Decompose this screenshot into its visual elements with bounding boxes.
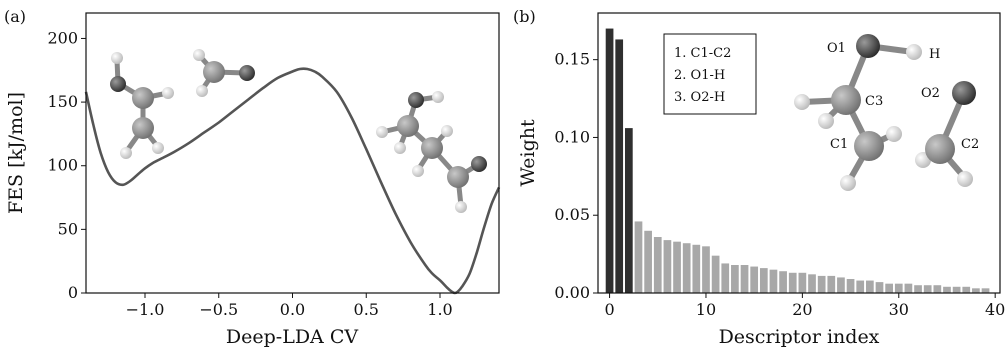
molecule-left-atoms <box>110 52 174 159</box>
weight-bar <box>827 275 836 293</box>
weight-x-tick-label: 10 <box>696 300 716 319</box>
weight-bar <box>759 268 768 293</box>
weight-bar <box>779 271 787 293</box>
panel-b-label: (b) <box>513 7 536 26</box>
weight-bar <box>817 275 826 293</box>
atom-label-c2: C2 <box>961 137 979 152</box>
atom-label-o1: O1 <box>827 41 846 56</box>
weight-bar <box>721 263 730 293</box>
weight-bar <box>894 283 903 293</box>
weight-x-tick-label: 20 <box>792 300 812 319</box>
weight-bar <box>769 269 778 293</box>
weight-bar <box>740 265 749 293</box>
fes-axes-frame <box>85 12 500 294</box>
weight-y-tick-label: 0.10 <box>554 127 590 146</box>
fes-x-tick-label: 0.0 <box>280 300 305 319</box>
weight-x-axis-label: Descriptor index <box>719 326 880 347</box>
fes-y-tick-label: 0 <box>68 283 78 302</box>
legend-item-2: 2. O1-H <box>674 68 725 83</box>
weight-bar <box>875 282 884 293</box>
descriptor-legend: 1. C1-C2 2. O1-H 3. O2-H <box>663 33 757 115</box>
fes-y-tick-label: 50 <box>58 219 78 238</box>
weight-axes-frame <box>597 12 1001 294</box>
weight-bar <box>711 255 720 293</box>
weight-bar <box>731 265 739 293</box>
fes-x-tick-label: −0.5 <box>199 300 238 319</box>
weight-bar <box>682 243 691 293</box>
weight-x-tick-label: 40 <box>985 300 1005 319</box>
weight-bar <box>933 285 942 293</box>
fes-y-tick-label: 200 <box>47 28 78 47</box>
weight-bar <box>653 237 662 293</box>
weight-bar <box>798 272 807 293</box>
atom-label-c1: C1 <box>830 137 848 152</box>
weight-bars <box>605 28 990 294</box>
weight-bar <box>981 288 990 293</box>
atom-label-h: H <box>929 47 940 62</box>
weight-y-tick-label: 0.15 <box>554 50 590 69</box>
weight-y-tick-label: 0.00 <box>554 283 590 302</box>
weight-bar-chart: 0.00 0.05 0.10 0.15 0 10 20 30 40 Weight Descri… <box>517 12 1005 347</box>
fes-x-tick-label: 1.0 <box>427 300 452 319</box>
weight-bar <box>605 28 614 294</box>
fes-y-axis-label: FES [kJ/mol] <box>5 92 27 214</box>
weight-bar <box>788 272 797 293</box>
weight-bar <box>673 241 681 293</box>
fes-x-tick-label: −1.0 <box>126 300 165 319</box>
weight-y-axis-label: Weight <box>517 119 539 187</box>
atom-label-o2: O2 <box>921 86 940 101</box>
labelled-molecule-atoms <box>794 34 976 191</box>
weight-bar <box>923 285 932 293</box>
weight-x-tick-label: 0 <box>604 300 614 319</box>
weight-bar <box>644 230 652 293</box>
weight-bar <box>866 280 874 293</box>
fes-chart: 0 50 100 150 200 −1.0 −0.5 0.0 0.5 1.0 FES [kJ/m… <box>5 12 501 347</box>
descriptor-legend-box <box>663 33 757 115</box>
weight-bar <box>972 288 980 293</box>
fes-x-axis-label: Deep-LDA CV <box>226 326 358 347</box>
fes-y-tick-label: 150 <box>47 92 78 111</box>
weight-bar <box>702 246 710 293</box>
weight-bar <box>750 266 759 293</box>
molecule-right-atoms <box>376 91 487 213</box>
weight-x-tick-label: 30 <box>889 300 909 319</box>
weight-bar <box>914 285 922 293</box>
legend-item-1: 1. C1-C2 <box>674 46 731 61</box>
weight-bar <box>962 286 971 293</box>
weight-bar <box>808 274 816 293</box>
weight-bar <box>837 277 845 293</box>
weight-x-ticks: 0 10 20 30 40 <box>604 293 1005 319</box>
weight-bar <box>885 283 893 293</box>
weight-bar <box>624 128 633 293</box>
weight-bar <box>856 280 865 293</box>
weight-bar <box>904 283 913 293</box>
atom-label-c3: C3 <box>865 94 883 109</box>
weight-y-ticks: 0.00 0.05 0.10 0.15 <box>554 50 598 302</box>
fes-y-tick-label: 100 <box>47 156 78 175</box>
weight-y-tick-label: 0.05 <box>554 205 590 224</box>
weight-bar <box>692 244 701 293</box>
fes-y-ticks: 0 50 100 150 200 <box>47 28 86 302</box>
panel-a-label: (a) <box>4 7 26 26</box>
weight-bar <box>615 39 624 293</box>
legend-item-3: 3. O2-H <box>674 90 725 105</box>
fes-x-tick-label: 0.5 <box>354 300 379 319</box>
weight-bar <box>663 240 672 293</box>
weight-bar <box>846 279 855 293</box>
fes-x-ticks: −1.0 −0.5 0.0 0.5 1.0 <box>126 293 453 319</box>
weight-bar <box>952 286 961 293</box>
molecule-middle-atoms <box>193 49 255 97</box>
weight-bar <box>943 286 951 293</box>
weight-bar <box>634 221 643 293</box>
